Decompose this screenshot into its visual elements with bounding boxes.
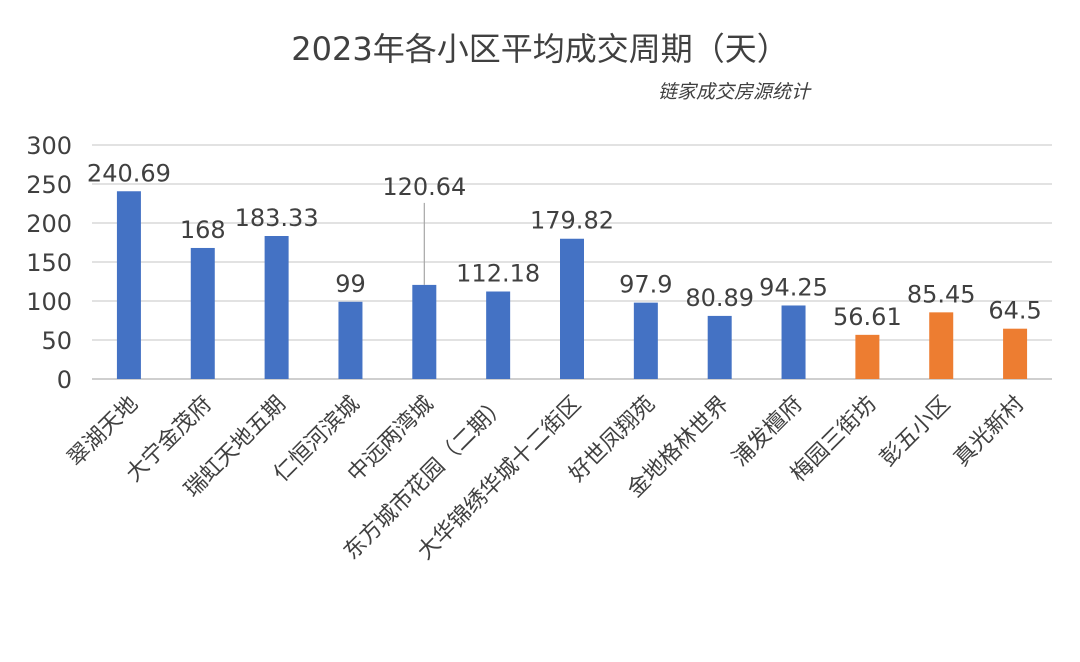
chart-subtitle: 链家成交房源统计	[658, 81, 812, 103]
data-labels: 240.69 168 183.33 99 120.64 112.18 179.82 97.9 8…	[87, 159, 1042, 331]
category-label: 真光新村	[949, 392, 1029, 472]
bar	[1003, 328, 1028, 379]
y-tick-label: 250	[26, 171, 72, 199]
data-label: 85.45	[907, 280, 976, 308]
data-label: 240.69	[87, 159, 171, 187]
bar	[190, 247, 215, 379]
y-tick-label: 50	[41, 327, 72, 355]
bar	[781, 305, 806, 379]
data-label: 80.89	[685, 284, 754, 312]
bar	[116, 191, 141, 379]
bar	[338, 301, 363, 379]
y-tick-label: 0	[57, 366, 72, 394]
bar	[633, 302, 658, 379]
data-label: 120.64	[382, 173, 466, 201]
category-label: 彭五小区	[876, 392, 956, 472]
bar	[264, 236, 289, 379]
data-label: 179.82	[530, 207, 614, 235]
data-label: 56.61	[833, 303, 902, 331]
y-tick-label: 150	[26, 249, 72, 277]
y-tick-label: 200	[26, 210, 72, 238]
data-label: 97.9	[619, 271, 672, 299]
x-axis: 翠湖天地大宁金茂府瑞虹天地五期仁恒河滨城中远两湾城东方城市花园（二期）大华锦绣华…	[63, 392, 1029, 565]
y-tick-label: 300	[26, 132, 72, 160]
data-label: 64.5	[988, 297, 1041, 325]
chart-title: 2023年各小区平均成交周期（天）	[291, 30, 788, 68]
bar	[929, 312, 954, 379]
data-label: 99	[335, 270, 366, 298]
bar	[486, 291, 511, 379]
bar	[412, 284, 437, 379]
data-label: 94.25	[759, 273, 828, 301]
bars	[116, 191, 1028, 379]
data-label: 112.18	[456, 259, 540, 287]
bar	[707, 315, 732, 379]
y-axis: 0 50 100 150 200 250 300	[26, 132, 72, 394]
bar	[560, 238, 584, 379]
data-label: 168	[180, 216, 226, 244]
bar	[855, 334, 880, 379]
y-tick-label: 100	[26, 288, 72, 316]
data-label: 183.33	[235, 204, 319, 232]
